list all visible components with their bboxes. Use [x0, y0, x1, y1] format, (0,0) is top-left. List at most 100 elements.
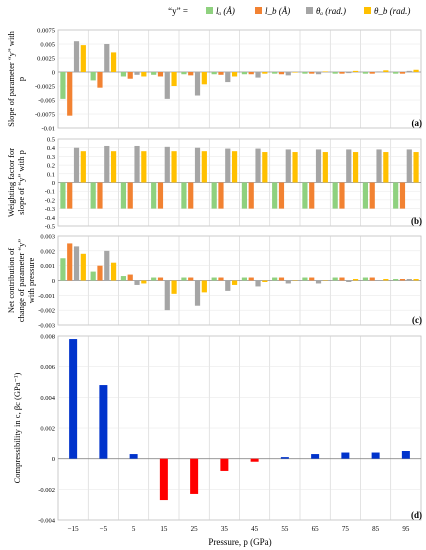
- bar: [262, 72, 268, 74]
- bar: [60, 258, 66, 281]
- bar: [110, 262, 117, 281]
- bar: [278, 72, 285, 75]
- bar: [401, 451, 410, 459]
- bar: [302, 277, 308, 281]
- bar: [201, 151, 207, 183]
- x-tick-label: 35: [221, 525, 229, 533]
- y-tick-label: 0.006: [40, 364, 55, 371]
- bar: [255, 280, 261, 287]
- y-tick-label: -0.003: [38, 323, 55, 330]
- bar: [67, 182, 73, 209]
- bar: [104, 250, 110, 281]
- bar: [220, 458, 229, 471]
- bar: [332, 72, 338, 74]
- bar: [211, 277, 217, 281]
- bar: [225, 72, 231, 83]
- bar: [272, 182, 278, 209]
- bar: [129, 454, 138, 459]
- chart-panel: 0.008 0.006 0.004 0.002 0 -0.002 -0.004 (d) Comp…: [12, 334, 422, 525]
- bar: [413, 152, 419, 183]
- bar: [278, 182, 285, 209]
- bar: [241, 182, 248, 209]
- bar: [399, 72, 406, 74]
- bar: [110, 151, 117, 183]
- bar: [60, 182, 66, 209]
- bar: [211, 72, 217, 75]
- bar: [369, 182, 375, 209]
- bar: [80, 151, 86, 183]
- bar: [322, 71, 328, 72]
- x-tick-label: 85: [372, 525, 380, 533]
- bar: [211, 182, 217, 209]
- bar: [413, 279, 419, 281]
- bar: [383, 279, 389, 281]
- bar: [218, 182, 224, 209]
- bar: [104, 145, 110, 183]
- bar: [97, 265, 103, 281]
- bar: [181, 182, 187, 209]
- bar: [332, 182, 338, 209]
- bar: [110, 52, 117, 72]
- chart-panel: 0.003 0.002 0.001 0 -0.001 -0.002 -0.003 (c) Net…: [6, 234, 422, 330]
- bar: [141, 151, 147, 183]
- legend-label: θ_b (rad.): [374, 6, 410, 16]
- legend-prefix: “y” =: [168, 6, 188, 16]
- bar: [151, 72, 157, 75]
- bar: [188, 72, 194, 76]
- bar: [346, 280, 352, 282]
- bar: [262, 280, 268, 282]
- bar: [383, 152, 389, 183]
- legend-entry: θ_b (rad.): [364, 6, 410, 16]
- y-tick-label: -0.5: [45, 224, 55, 231]
- y-axis-label: Weighting factor forslope of “y” with p: [6, 148, 26, 217]
- panel-tag: (d): [411, 510, 422, 520]
- bar: [362, 277, 369, 281]
- bar: [60, 72, 66, 99]
- bar: [80, 253, 86, 281]
- y-tick-label: -0.1: [45, 189, 55, 196]
- bar: [201, 280, 207, 293]
- bar: [231, 151, 238, 183]
- y-axis-label: Compressibility in c, βc (GPa⁻¹): [12, 372, 22, 483]
- y-tick-label: -0.4: [45, 215, 56, 222]
- y-tick-label: 0: [52, 180, 55, 187]
- bar: [311, 454, 320, 459]
- bar: [67, 243, 73, 281]
- bar: [67, 72, 73, 116]
- x-tick-label: 65: [312, 525, 320, 533]
- bar: [352, 152, 359, 183]
- bar: [339, 72, 345, 74]
- bar: [151, 277, 157, 281]
- bar: [339, 182, 345, 209]
- bar: [201, 72, 207, 85]
- bar: [194, 280, 201, 306]
- y-tick-label: 0.002: [40, 426, 55, 433]
- bar: [322, 152, 328, 183]
- y-tick-label: 0: [52, 456, 55, 463]
- bar: [73, 147, 80, 183]
- bar: [292, 72, 298, 73]
- bar: [141, 280, 147, 284]
- bar: [90, 271, 96, 281]
- legend-swatch: [206, 7, 213, 14]
- bar: [171, 151, 177, 183]
- bar: [315, 149, 322, 183]
- bar: [225, 148, 231, 183]
- chart-panel: 0.0075 0.005 0.0025 0 -0.0025 -0.005 -0.0075 -0…: [6, 28, 422, 133]
- bar: [241, 277, 248, 281]
- y-tick-label: 0: [52, 278, 55, 285]
- bar: [309, 72, 315, 74]
- legend-swatch: [255, 7, 262, 14]
- bar: [302, 72, 308, 74]
- bar: [371, 452, 380, 459]
- y-tick-label: 0.3: [47, 154, 55, 161]
- panel-tag: (a): [412, 118, 423, 128]
- bar: [218, 277, 224, 281]
- legend-label: θₐ (rad.): [316, 6, 346, 16]
- bar: [171, 72, 177, 86]
- bar: [255, 72, 261, 78]
- bar: [406, 70, 412, 72]
- y-tick-label: -0.2: [45, 197, 55, 204]
- bar: [393, 182, 399, 209]
- bar: [352, 279, 359, 281]
